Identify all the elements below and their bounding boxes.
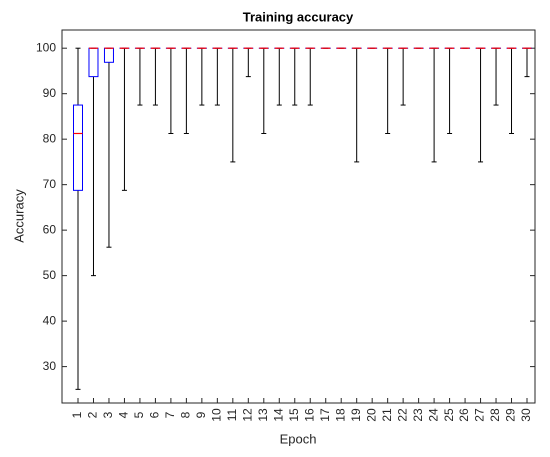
x-tick-label: 13 (256, 408, 270, 422)
x-tick-label: 25 (442, 408, 456, 422)
plot-area (61, 29, 536, 404)
y-tick-label: 90 (43, 86, 57, 100)
y-tick-label: 80 (43, 131, 57, 145)
x-tick-label: 18 (333, 408, 347, 422)
x-tick-label: 23 (411, 408, 425, 422)
x-tick-label: 3 (101, 411, 115, 418)
x-tick-label: 27 (473, 408, 487, 422)
x-tick-label: 6 (148, 411, 162, 418)
y-tick-label: 40 (43, 313, 57, 327)
x-tick-label: 24 (426, 408, 440, 422)
y-tick-label: 100 (36, 40, 56, 54)
box (73, 104, 83, 191)
y-tick-label: 70 (43, 177, 57, 191)
x-axis-label: Epoch (280, 431, 317, 446)
x-tick-label: 16 (302, 408, 316, 422)
x-tick-label: 20 (364, 408, 378, 422)
x-tick-label: 19 (349, 408, 363, 422)
x-tick-label: 29 (504, 408, 518, 422)
y-tick-label: 30 (43, 359, 57, 373)
x-tick-label: 21 (380, 408, 394, 422)
x-tick-label: 30 (519, 408, 533, 422)
y-tick-label: 50 (43, 268, 57, 282)
x-tick-label: 1 (70, 411, 84, 418)
x-tick-label: 2 (86, 411, 100, 418)
x-tick-label: 11 (225, 408, 239, 421)
x-tick-label: 26 (457, 408, 471, 422)
x-tick-label: 28 (488, 408, 502, 422)
x-tick-label: 17 (318, 408, 332, 422)
x-tick-label: 7 (163, 411, 177, 418)
x-tick-label: 12 (240, 408, 254, 422)
chart-title: Training accuracy (243, 9, 354, 24)
x-tick-label: 22 (395, 408, 409, 422)
y-tick-label: 60 (43, 222, 57, 236)
x-tick-label: 8 (179, 411, 193, 418)
x-tick-label: 9 (194, 411, 208, 418)
x-tick-label: 4 (117, 411, 131, 418)
y-axis-label: Accuracy (11, 189, 26, 243)
x-tick-label: 14 (271, 408, 285, 422)
x-tick-label: 10 (210, 408, 224, 422)
x-tick-label: 15 (287, 408, 301, 422)
x-tick-label: 5 (132, 411, 146, 418)
